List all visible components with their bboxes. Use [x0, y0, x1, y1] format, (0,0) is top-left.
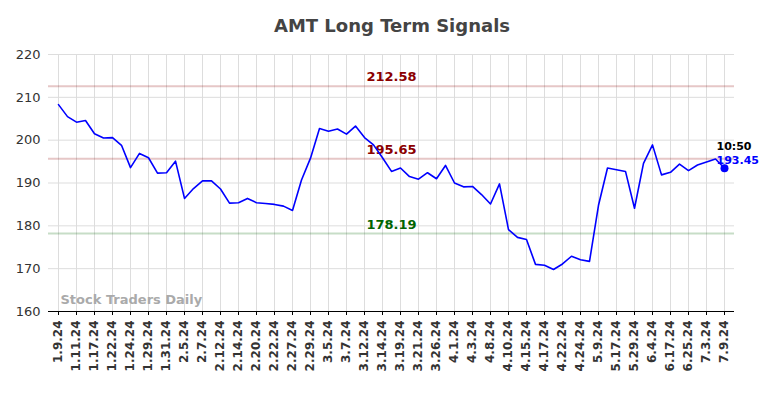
svg-text:5.9.24: 5.9.24 — [591, 321, 605, 364]
svg-text:6.25.24: 6.25.24 — [681, 321, 695, 372]
svg-text:1.22.24: 1.22.24 — [105, 321, 119, 372]
svg-text:4.24.24: 4.24.24 — [573, 321, 587, 372]
svg-text:220: 220 — [16, 47, 41, 62]
svg-text:6.17.24: 6.17.24 — [663, 321, 677, 372]
svg-text:3.7.24: 3.7.24 — [339, 321, 353, 364]
svg-text:2.27.24: 2.27.24 — [285, 321, 299, 372]
svg-text:5.17.24: 5.17.24 — [609, 321, 623, 372]
svg-text:4.3.24: 4.3.24 — [465, 321, 479, 364]
svg-text:3.12.24: 3.12.24 — [357, 321, 371, 372]
svg-text:Stock Traders Daily: Stock Traders Daily — [61, 292, 203, 307]
svg-text:2.7.24: 2.7.24 — [195, 321, 209, 364]
svg-text:3.5.24: 3.5.24 — [321, 321, 335, 364]
svg-text:178.19: 178.19 — [366, 217, 416, 232]
svg-text:2.29.24: 2.29.24 — [303, 321, 317, 372]
svg-text:1.11.24: 1.11.24 — [69, 321, 83, 372]
svg-text:3.14.24: 3.14.24 — [375, 321, 389, 372]
html-text:AMT Long Term Signals: AMT Long Term Signals — [274, 15, 510, 36]
svg-text:1.29.24: 1.29.24 — [141, 321, 155, 372]
svg-text:1.24.24: 1.24.24 — [123, 321, 137, 372]
svg-text:3.21.24: 3.21.24 — [411, 321, 425, 372]
svg-text:10:50: 10:50 — [717, 140, 752, 153]
svg-text:7.9.24: 7.9.24 — [717, 321, 731, 364]
svg-text:200: 200 — [16, 132, 41, 147]
svg-text:2.14.24: 2.14.24 — [231, 321, 245, 372]
svg-text:195.65: 195.65 — [366, 142, 417, 157]
svg-text:2.22.24: 2.22.24 — [267, 321, 281, 372]
svg-text:210: 210 — [16, 89, 41, 104]
svg-text:190: 190 — [16, 175, 41, 190]
svg-text:3.26.24: 3.26.24 — [429, 321, 443, 372]
svg-text:2.5.24: 2.5.24 — [177, 321, 191, 364]
svg-text:6.4.24: 6.4.24 — [645, 321, 659, 364]
svg-text:2.12.24: 2.12.24 — [213, 321, 227, 372]
svg-text:1.31.24: 1.31.24 — [159, 321, 173, 372]
svg-text:180: 180 — [16, 218, 41, 233]
svg-text:1.17.24: 1.17.24 — [87, 321, 101, 372]
svg-text:4.22.24: 4.22.24 — [555, 321, 569, 372]
svg-text:4.15.24: 4.15.24 — [519, 321, 533, 372]
svg-text:1.9.24: 1.9.24 — [51, 321, 65, 364]
svg-text:160: 160 — [16, 304, 41, 319]
svg-text:2.20.24: 2.20.24 — [249, 321, 263, 372]
svg-text:7.3.24: 7.3.24 — [699, 321, 713, 364]
svg-text:4.17.24: 4.17.24 — [537, 321, 551, 372]
svg-text:4.1.24: 4.1.24 — [447, 321, 461, 364]
svg-text:4.8.24: 4.8.24 — [483, 321, 497, 364]
svg-text:193.45: 193.45 — [717, 154, 759, 167]
svg-text:212.58: 212.58 — [366, 69, 416, 84]
svg-text:3.19.24: 3.19.24 — [393, 321, 407, 372]
svg-text:4.10.24: 4.10.24 — [501, 321, 515, 372]
svg-text:170: 170 — [16, 261, 41, 276]
svg-text:5.29.24: 5.29.24 — [627, 321, 641, 372]
